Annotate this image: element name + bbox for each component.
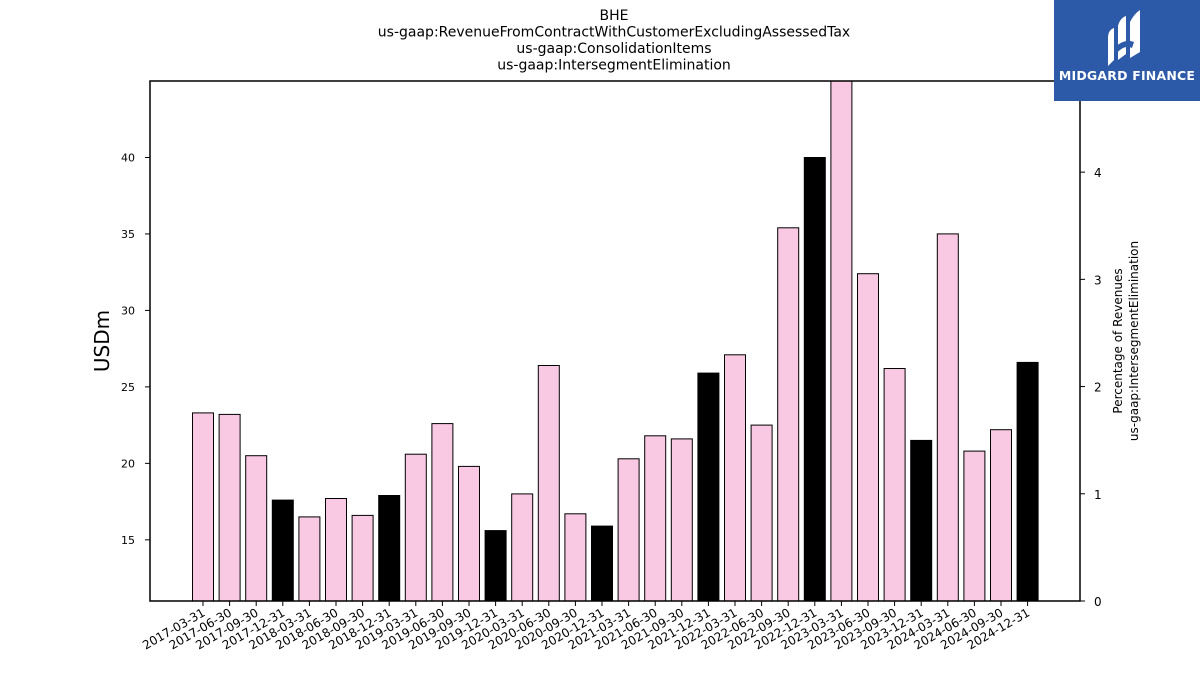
bar <box>777 227 800 602</box>
y-tick-label: 15 <box>121 534 135 547</box>
bar <box>644 435 667 602</box>
y-tick-label: 40 <box>121 151 135 164</box>
bar <box>697 372 720 602</box>
bar <box>218 413 241 602</box>
bar <box>1016 361 1039 602</box>
brand-logo: MIDGARD FINANCE <box>1054 0 1200 101</box>
bar <box>325 498 347 602</box>
y-tick-label: 20 <box>121 457 135 470</box>
bar <box>617 458 640 602</box>
y-axis-right: 0 1 2 3 4 <box>1080 166 1102 609</box>
y-right-tick-label: 1 <box>1094 488 1102 502</box>
bar <box>484 530 507 602</box>
bar <box>404 453 427 602</box>
y-axis-left: 15 20 25 30 35 40 <box>121 151 150 547</box>
bar <box>298 516 321 602</box>
bars-group <box>192 80 1039 602</box>
bar <box>803 157 826 602</box>
y-tick-label: 35 <box>121 228 135 241</box>
bar <box>591 525 613 602</box>
chart-title: BHEus-gaap:RevenueFromContractWithCustom… <box>378 8 850 74</box>
y-right-tick-label: 4 <box>1094 166 1102 180</box>
bar <box>910 439 933 602</box>
bar <box>830 80 853 602</box>
y-right-tick-label: 2 <box>1094 381 1102 395</box>
y-right-tick-label: 3 <box>1094 273 1102 287</box>
bar <box>936 233 959 602</box>
bar <box>245 455 268 602</box>
chart-title-line: BHE <box>600 8 629 24</box>
bar <box>963 450 986 602</box>
y-tick-label: 30 <box>121 304 135 317</box>
bar <box>192 412 214 602</box>
bar <box>431 423 454 602</box>
bar <box>883 368 906 602</box>
bar <box>857 273 879 602</box>
bar <box>458 465 480 602</box>
chart-title-line: us-gaap:RevenueFromContractWithCustomerE… <box>378 25 850 41</box>
bar <box>564 513 587 602</box>
bar <box>750 424 773 602</box>
y-axis-label: USDm <box>90 310 114 372</box>
y-axis-right-label-2: us-gaap:IntersegmentElimination <box>1127 241 1141 441</box>
bar <box>990 429 1012 602</box>
y-axis-right-label-1: Percentage of Revenues <box>1111 268 1125 413</box>
bar <box>537 365 560 602</box>
y-tick-label: 25 <box>121 381 135 394</box>
logo-mark-icon <box>1108 10 1140 66</box>
bar <box>271 499 294 602</box>
bar <box>378 495 401 602</box>
plot-frame <box>149 80 1081 602</box>
bar <box>511 493 534 602</box>
bar <box>670 438 693 602</box>
chart-title-line: us-gaap:ConsolidationItems <box>516 41 711 57</box>
logo-text: MIDGARD FINANCE <box>1058 68 1196 83</box>
bar <box>724 354 746 602</box>
bar <box>351 514 374 602</box>
x-axis: 2017-03-312017-06-302017-09-302017-12-31… <box>140 601 1032 652</box>
chart-title-line: us-gaap:IntersegmentElimination <box>497 58 731 74</box>
y-right-tick-label: 0 <box>1094 595 1102 609</box>
